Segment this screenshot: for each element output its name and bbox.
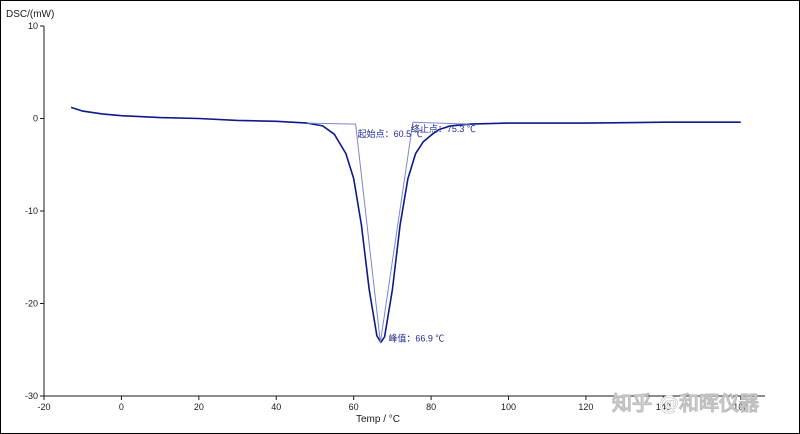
plot-lines	[70, 106, 741, 344]
x-tick-label: 60	[349, 402, 359, 412]
annotation-label: 峰值：66.9 ℃	[388, 332, 444, 343]
y-tick-label: 10	[28, 21, 38, 31]
y-ticks: 10 0 -10 -20 -30	[25, 21, 44, 401]
x-tick-label: 120	[578, 402, 593, 412]
x-tick-label: 100	[501, 402, 516, 412]
y-tick-label: -20	[25, 299, 38, 309]
x-tick-label: 40	[271, 402, 281, 412]
x-ticks: -20 0 20 40 60 80 100 120 140 160	[37, 396, 748, 412]
watermark: 知乎 @和晖仪器	[612, 391, 760, 415]
x-tick-label: 0	[119, 402, 124, 412]
x-axis-label: Temp / °C	[356, 414, 400, 425]
x-tick-label: -20	[37, 402, 50, 412]
y-tick-label: -10	[25, 206, 38, 216]
y-tick-label: -30	[25, 391, 38, 401]
annotation-label: 终止点：75.3 ℃	[411, 123, 476, 134]
y-axis-label: DSC/(mW)	[6, 9, 54, 20]
annotation-label: 起始点：60.5 ℃	[358, 128, 423, 139]
axes: DSC/(mW) Temp / °C	[6, 9, 765, 425]
tangent-construction-line	[307, 121, 470, 343]
x-tick-label: 160	[733, 402, 748, 412]
dsc-curve	[70, 106, 741, 344]
x-tick-label: 80	[426, 402, 436, 412]
y-tick-label: 0	[33, 114, 38, 124]
x-tick-label: 20	[194, 402, 204, 412]
x-tick-label: 140	[656, 402, 671, 412]
